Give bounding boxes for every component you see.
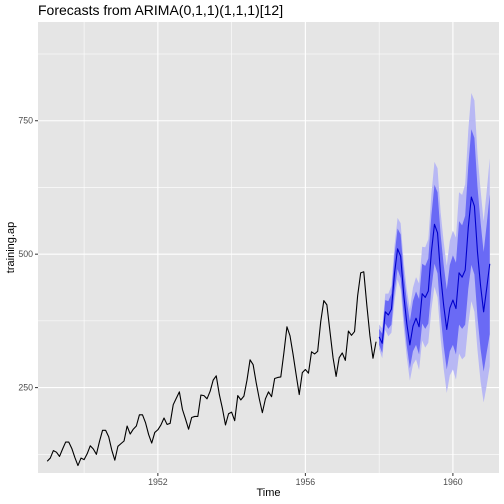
x-tick-label: 1960 bbox=[443, 477, 463, 487]
x-axis-title: Time bbox=[256, 487, 280, 499]
y-tick-label: 750 bbox=[18, 116, 33, 126]
y-axis-title: training.ap bbox=[5, 222, 17, 273]
chart-title: Forecasts from ARIMA(0,1,1)(1,1,1)[12] bbox=[38, 2, 283, 18]
y-tick-label: 250 bbox=[18, 383, 33, 393]
x-tick-label: 1952 bbox=[148, 477, 168, 487]
x-tick-label: 1956 bbox=[296, 477, 316, 487]
x-axis-ticks: 1952 1956 1960 bbox=[148, 473, 463, 487]
y-axis-ticks: 250 500 750 bbox=[18, 116, 38, 393]
y-tick-label: 500 bbox=[18, 249, 33, 259]
